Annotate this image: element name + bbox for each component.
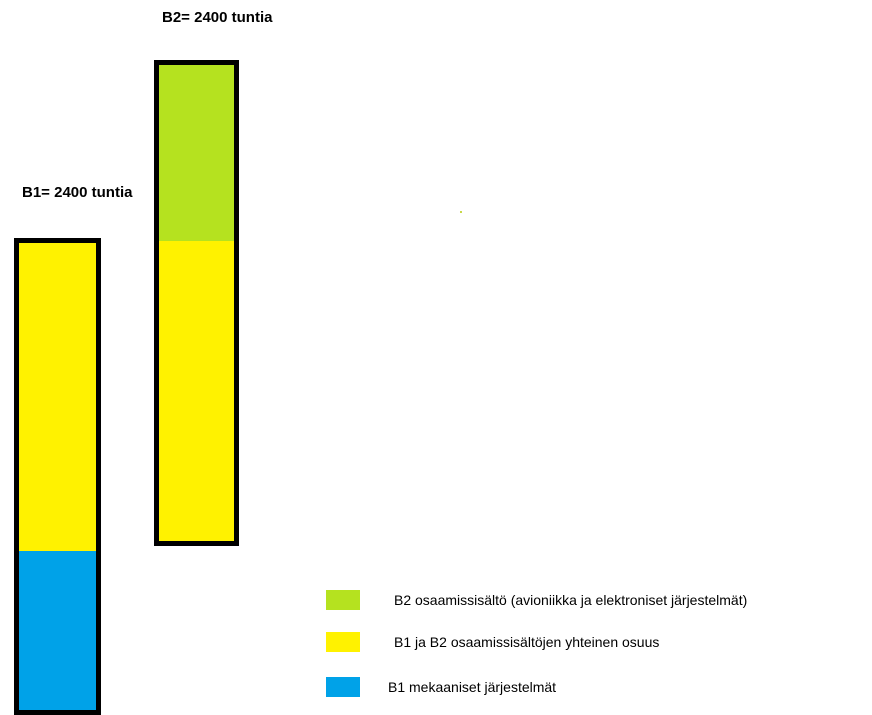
b2-title: B2= 2400 tuntia	[162, 9, 273, 26]
b1-bar	[14, 238, 101, 715]
b2-segment-common	[159, 241, 234, 541]
b1-segment-mechanical	[19, 551, 96, 710]
b1-title: B1= 2400 tuntia	[22, 184, 133, 201]
legend-label-avionics: B2 osaamissisältö (avioniikka ja elektro…	[394, 592, 748, 608]
b2-segment-avionics	[159, 65, 234, 241]
legend-swatch-common	[326, 632, 360, 652]
b2-bar	[154, 60, 239, 546]
stray-dot	[460, 211, 462, 213]
b1-segment-common	[19, 243, 96, 551]
legend-label-common: B1 ja B2 osaamissisältöjen yhteinen osuu…	[394, 634, 660, 650]
legend-swatch-avionics	[326, 590, 360, 610]
legend-swatch-mechanical	[326, 677, 360, 697]
legend-label-mechanical: B1 mekaaniset järjestelmät	[388, 679, 557, 695]
